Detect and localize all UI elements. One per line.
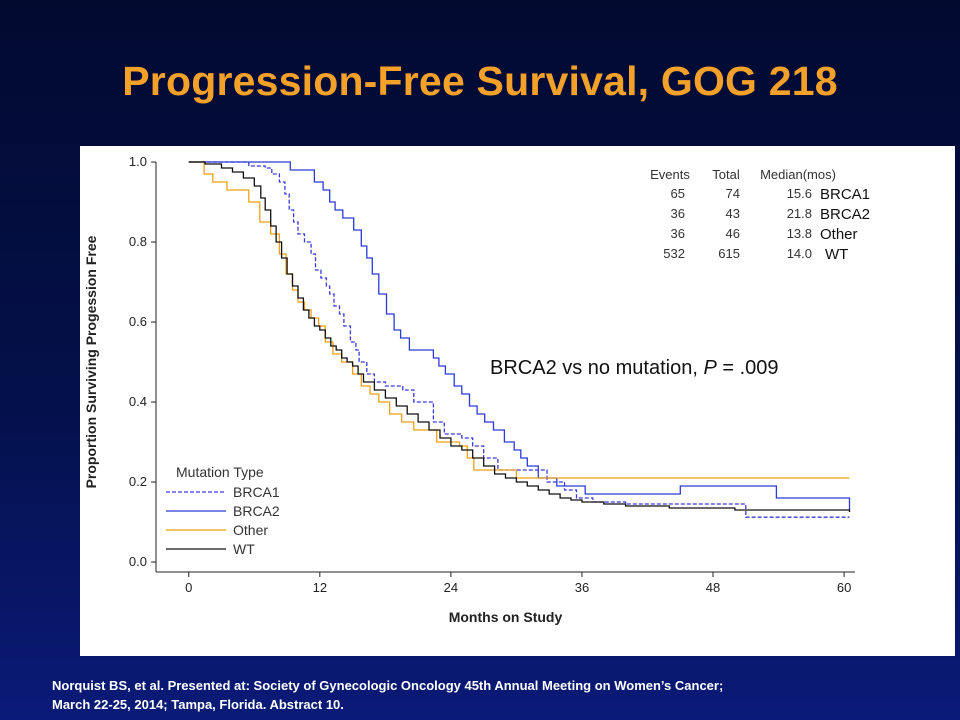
table-cell-events: 532 <box>663 246 685 261</box>
p-value-annotation: BRCA2 vs no mutation, P = .009 <box>490 357 779 379</box>
table-cell-total: 74 <box>726 186 740 201</box>
series-line-wt <box>188 161 851 512</box>
survival-chart: 0.0 0.2 0.4 0.6 0.8 1.0 0 12 24 36 48 60 Months on S… <box>83 154 870 625</box>
table-cell-median: 13.8 <box>787 226 812 241</box>
table-row-label: WT <box>825 246 848 263</box>
y-tick-label: 0.8 <box>129 234 147 249</box>
table-cell-events: 36 <box>671 226 685 241</box>
x-tick-label: 60 <box>837 580 851 595</box>
x-tick-label: 0 <box>185 580 192 595</box>
table-row-label: Other <box>820 226 858 243</box>
table-cell-total: 615 <box>718 246 740 261</box>
legend-label-brca2: BRCA2 <box>233 503 280 519</box>
table-header-events: Events <box>650 167 690 182</box>
table-cell-median: 21.8 <box>787 206 812 221</box>
legend-label-wt: WT <box>233 541 255 557</box>
footnote: Norquist BS, et al. Presented at: Societ… <box>52 676 932 714</box>
series-line-brca1 <box>188 161 850 518</box>
x-tick-label: 24 <box>444 580 458 595</box>
table-row-label: BRCA2 <box>820 206 870 223</box>
y-axis-title: Proportion Surviving Progession Free <box>83 235 99 488</box>
table-cell-events: 36 <box>671 206 685 221</box>
table-header-total: Total <box>712 167 740 182</box>
slide-title: Progression-Free Survival, GOG 218 <box>122 58 838 104</box>
table-cell-median: 14.0 <box>787 246 812 261</box>
x-tick-label: 12 <box>313 580 327 595</box>
legend-label-brca1: BRCA1 <box>233 484 280 500</box>
table-cell-total: 46 <box>726 226 740 241</box>
series-line-other <box>188 161 850 479</box>
y-tick-label: 0.2 <box>129 474 147 489</box>
footnote-line-2: March 22-25, 2014; Tampa, Florida. Abstr… <box>52 697 344 712</box>
y-tick-label: 1.0 <box>129 154 147 169</box>
table-cell-median: 15.6 <box>787 186 812 201</box>
table-cell-events: 65 <box>671 186 685 201</box>
y-tick-label: 0.0 <box>129 554 147 569</box>
chart-panel: 0.0 0.2 0.4 0.6 0.8 1.0 0 12 24 36 48 60 Months on S… <box>80 146 955 656</box>
table-header-median: Median(mos) <box>760 167 836 182</box>
x-tick-label: 36 <box>575 580 589 595</box>
y-tick-label: 0.6 <box>129 314 147 329</box>
x-axis-title: Months on Study <box>449 609 563 625</box>
footnote-line-1: Norquist BS, et al. Presented at: Societ… <box>52 678 724 693</box>
table-cell-total: 43 <box>726 206 740 221</box>
x-tick-label: 48 <box>706 580 720 595</box>
legend-title: Mutation Type <box>176 464 264 480</box>
y-tick-label: 0.4 <box>129 394 147 409</box>
legend-label-other: Other <box>233 522 268 538</box>
table-row-label: BRCA1 <box>820 186 870 203</box>
series-line-brca2 <box>188 161 851 510</box>
